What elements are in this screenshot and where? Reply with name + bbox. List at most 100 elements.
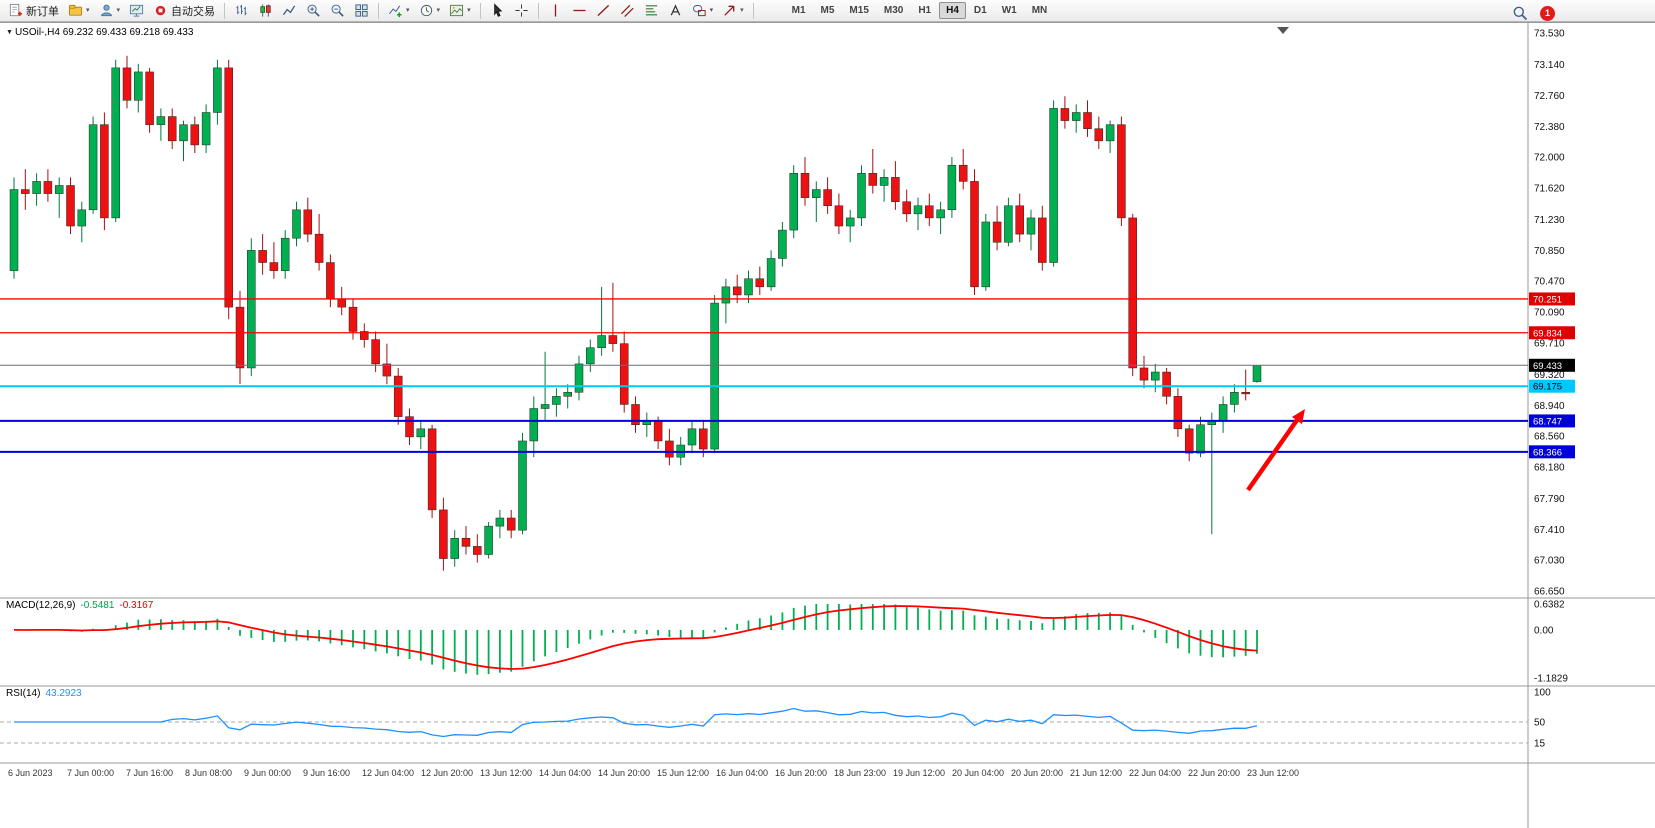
price-axis-labels[interactable]: 73.530 73.140 72.760 72.380 72.000 71.620 71.2… (1534, 29, 1565, 598)
new-chart-button[interactable]: ▾ (64, 0, 94, 22)
notification-badge[interactable]: 1 (1540, 5, 1555, 21)
timeframe-button-M5[interactable]: M5 (820, 5, 835, 16)
trendline-icon (596, 4, 609, 17)
zoom-in-icon (307, 4, 320, 17)
new-chart-icon (68, 4, 83, 16)
candlestick-chart-button[interactable] (254, 0, 277, 22)
search-button[interactable] (1508, 2, 1532, 24)
svg-text:72.000: 72.000 (1534, 153, 1565, 164)
search-icon (1513, 6, 1528, 21)
fibonacci-button[interactable] (640, 0, 663, 22)
bar-chart-icon (236, 4, 247, 16)
svg-text:70.470: 70.470 (1534, 277, 1565, 288)
bar-chart-button[interactable] (230, 0, 253, 22)
dropdown-caret-icon: ▾ (86, 7, 90, 14)
trendline-button[interactable] (592, 0, 615, 22)
shapes-icon (692, 4, 706, 17)
svg-text:16 Jun 04:00: 16 Jun 04:00 (716, 768, 768, 778)
line-chart-button[interactable] (278, 0, 301, 22)
templates-button[interactable]: ▾ (445, 0, 475, 22)
vertical-line-icon (554, 4, 556, 17)
horizontal-line-button[interactable] (568, 0, 591, 22)
timeframe-button-M1[interactable]: M1 (791, 5, 806, 16)
svg-text:100: 100 (1534, 688, 1551, 699)
svg-text:9 Jun 00:00: 9 Jun 00:00 (244, 768, 291, 778)
timeframe-button-D1[interactable]: D1 (973, 5, 987, 16)
macd-signal-value: -0.3167 (119, 600, 154, 611)
pane-separators[interactable] (0, 22, 1655, 764)
svg-text:20 Jun 20:00: 20 Jun 20:00 (1011, 768, 1063, 778)
support-line-blue-2-tag: 68.366 (1529, 445, 1575, 459)
indicators-icon (389, 5, 402, 18)
svg-text:69.175: 69.175 (1533, 382, 1562, 393)
vertical-line-button[interactable] (544, 0, 567, 22)
crosshair-button[interactable] (510, 0, 533, 22)
rsi-indicator-label: RSI(14) 43.2923 (6, 688, 82, 699)
toolbar-separator (378, 2, 380, 19)
cursor-button[interactable] (486, 0, 509, 22)
timeframe-button-H4[interactable]: H4 (939, 2, 966, 19)
clock-icon (420, 4, 432, 17)
timeframe-group: M1 M5 M15 M30 H1 H4 D1 W1 MN (785, 2, 1055, 19)
symbol-ohlc-text: USOil-,H4 69.232 69.433 69.218 69.433 (14, 27, 194, 38)
tile-windows-button[interactable] (350, 0, 373, 22)
rsi-value: 43.2923 (45, 688, 82, 699)
timeframe-button-M30[interactable]: M30 (883, 5, 904, 16)
new-order-icon (9, 3, 23, 17)
svg-text:6 Jun 2023: 6 Jun 2023 (8, 768, 53, 778)
svg-text:22 Jun 20:00: 22 Jun 20:00 (1188, 768, 1240, 778)
svg-text:69.710: 69.710 (1534, 338, 1565, 349)
svg-text:12 Jun 20:00: 12 Jun 20:00 (421, 768, 473, 778)
terminal-icon (129, 4, 144, 17)
resistance-line-2-tag: 69.834 (1529, 326, 1575, 340)
svg-text:71.230: 71.230 (1534, 215, 1565, 226)
zoom-in-button[interactable] (302, 0, 325, 22)
svg-text:0.6382: 0.6382 (1534, 600, 1565, 611)
svg-text:68.180: 68.180 (1534, 462, 1565, 473)
periods-button[interactable]: ▾ (415, 0, 445, 22)
svg-text:0.00: 0.00 (1534, 625, 1554, 636)
time-axis-labels[interactable]: 6 Jun 2023 7 Jun 00:00 7 Jun 16:00 8 Jun 08… (8, 768, 1299, 778)
chart-canvas[interactable]: 70.25169.83469.43369.17568.74768.36673.5… (0, 22, 1655, 828)
toolbar-separator (752, 2, 754, 19)
svg-text:69.433: 69.433 (1533, 361, 1562, 372)
timeframe-button-M15[interactable]: M15 (849, 5, 869, 16)
fibonacci-icon (645, 5, 657, 16)
shapes-button[interactable]: ▾ (688, 0, 718, 22)
svg-text:7 Jun 00:00: 7 Jun 00:00 (67, 768, 114, 778)
svg-text:7 Jun 16:00: 7 Jun 16:00 (126, 768, 173, 778)
toolbar-separator (224, 2, 226, 19)
annotation-arrow[interactable] (1246, 409, 1305, 492)
toolbar-separator (479, 2, 481, 19)
autotrading-button[interactable]: 自动交易 (149, 0, 219, 22)
indicators-button[interactable]: ▾ (384, 0, 414, 22)
zoom-out-button[interactable] (326, 0, 349, 22)
svg-text:18 Jun 23:00: 18 Jun 23:00 (834, 768, 886, 778)
svg-text:12 Jun 04:00: 12 Jun 04:00 (362, 768, 414, 778)
chart-shift-marker-icon[interactable] (1277, 27, 1289, 34)
toolbar-separator (537, 2, 539, 19)
svg-text:70.251: 70.251 (1533, 294, 1562, 305)
macd-axis-labels[interactable]: 0.6382 0.00 -1.1829 (1534, 600, 1568, 685)
dropdown-caret-icon: ▾ (709, 7, 714, 14)
rsi-axis-labels[interactable]: 100 50 15 (1534, 688, 1551, 750)
svg-text:70.850: 70.850 (1534, 246, 1565, 257)
new-order-button[interactable]: 新订单 (4, 0, 63, 22)
symbol-dropdown-icon[interactable]: ▼ (6, 29, 13, 36)
terminal-button[interactable] (125, 0, 148, 22)
timeframe-button-MN[interactable]: MN (1031, 5, 1048, 16)
macd-name: MACD(12,26,9) (6, 600, 76, 611)
arrows-tool-button[interactable]: ▾ (718, 0, 748, 22)
candlestick-chart-icon (260, 4, 271, 17)
svg-text:23 Jun 12:00: 23 Jun 12:00 (1247, 768, 1299, 778)
channel-button[interactable] (616, 0, 639, 22)
timeframe-button-W1[interactable]: W1 (1001, 5, 1017, 16)
text-button[interactable] (664, 0, 687, 22)
svg-text:50: 50 (1534, 718, 1546, 729)
profiles-button[interactable]: ▾ (95, 0, 125, 22)
svg-text:15: 15 (1534, 739, 1546, 750)
timeframe-button-H1[interactable]: H1 (918, 5, 932, 16)
dropdown-caret-icon: ▾ (740, 7, 744, 14)
autotrading-label: 自动交易 (171, 5, 216, 18)
